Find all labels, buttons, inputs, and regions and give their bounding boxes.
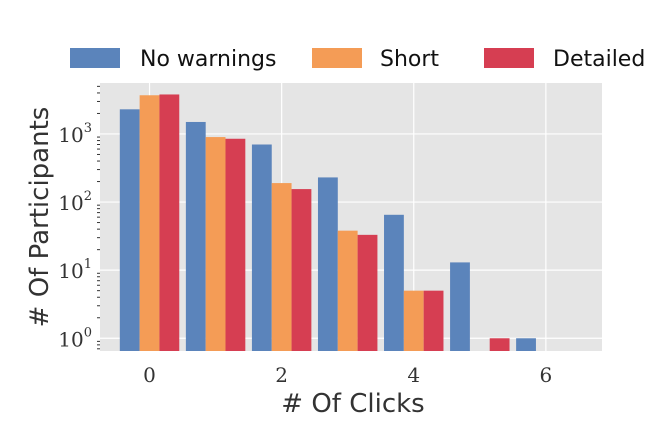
legend-swatch-no-warnings (70, 48, 120, 68)
x-tick-labels: 0 2 4 6 (143, 363, 552, 387)
bar (159, 94, 180, 351)
bar (139, 95, 160, 352)
bars (119, 94, 536, 352)
bar (384, 214, 404, 351)
legend-label-no-warnings: No warnings (140, 47, 276, 72)
y-tick-label: 103 (58, 121, 92, 147)
y-tick-label: 100 (58, 325, 92, 351)
bar (225, 138, 246, 351)
legend: No warnings Short Detailed (70, 47, 645, 72)
bar (205, 137, 226, 351)
bar (489, 338, 510, 351)
legend-label-detailed: Detailed (553, 47, 645, 72)
bar (185, 121, 206, 351)
bar (450, 262, 470, 351)
legend-label-short: Short (380, 47, 439, 72)
y-axis-label: # Of Participants (25, 107, 55, 328)
bar (119, 109, 140, 352)
bar (357, 234, 378, 351)
x-tick-label: 4 (407, 363, 420, 387)
legend-swatch-short (312, 48, 362, 68)
y-minor-ticks (97, 85, 100, 350)
bar (516, 338, 536, 351)
y-tick-labels: 100 101 102 103 (58, 121, 92, 351)
bar (291, 189, 312, 351)
x-tick-label: 0 (143, 363, 156, 387)
y-tick-label: 101 (58, 257, 92, 283)
bar (423, 290, 444, 351)
legend-swatch-detailed (484, 48, 534, 68)
y-tick-label: 102 (58, 189, 92, 215)
x-axis-label: # Of Clicks (281, 389, 424, 419)
bar (251, 144, 272, 351)
x-tick-label: 6 (539, 363, 552, 387)
bar (317, 177, 338, 351)
bar (403, 290, 424, 351)
bar (337, 230, 358, 351)
x-tick-label: 2 (275, 363, 288, 387)
bar (271, 183, 292, 351)
